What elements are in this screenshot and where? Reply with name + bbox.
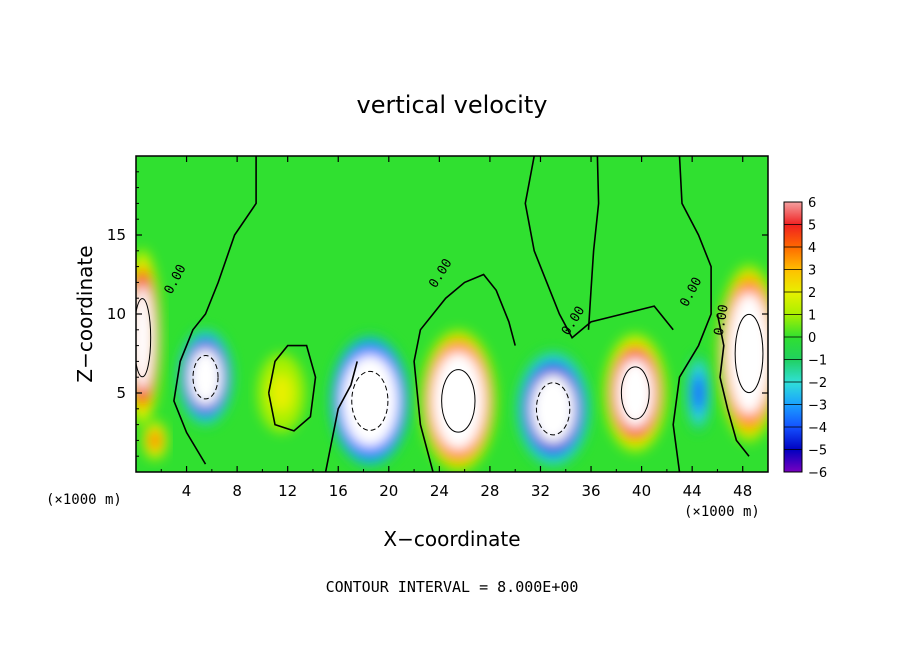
- y-tick-label: 5: [116, 384, 126, 402]
- x-tick-label: 48: [733, 482, 752, 500]
- negative-contour: [192, 354, 219, 400]
- updraft-cell-0: [136, 248, 162, 427]
- colorbar-segment: [784, 404, 802, 428]
- y-axis-label: Z−coordinate: [73, 245, 97, 382]
- colorbar-label: 0: [808, 331, 816, 346]
- colorbar-label: −6: [808, 466, 827, 481]
- colorbar-segment: [784, 449, 802, 473]
- field-level: [272, 377, 291, 409]
- colorbar-label: 4: [808, 241, 816, 256]
- field-level: [443, 373, 473, 429]
- updraft-cell-7: [603, 333, 667, 453]
- colorbar-label: −1: [808, 354, 827, 369]
- colorbar-label: −2: [808, 376, 827, 391]
- chart-title: vertical velocity: [357, 91, 548, 119]
- x-tick-label: 28: [480, 482, 499, 500]
- plot-area: 0.00 0.000.000.000.00 4 8 12 16 20 24 28 32 36 40 4…: [107, 155, 769, 500]
- colorbar-segment: [784, 247, 802, 270]
- downdraft-cell-6: [515, 349, 592, 469]
- contour-interval-footer: CONTOUR INTERVAL = 8.000E+00: [326, 578, 579, 596]
- x-tick-label: 20: [379, 482, 398, 500]
- colorbar-segment: [784, 202, 802, 225]
- field-level: [354, 375, 386, 427]
- updraft-cell-9: [717, 264, 768, 443]
- downdraft-cell-8: [685, 353, 712, 433]
- zero-contour-line: [413, 273, 516, 472]
- x-unit-left: (×1000 m): [46, 492, 122, 508]
- x-tick-label: 24: [430, 482, 449, 500]
- x-unit-right: (×1000 m): [684, 504, 760, 520]
- positive-contour: [734, 313, 764, 394]
- colorbar-label: 3: [808, 264, 816, 279]
- field-level: [693, 377, 704, 409]
- zero-contour-line: [324, 361, 358, 472]
- x-tick-label: 16: [329, 482, 348, 500]
- downdraft-cell-4: [328, 333, 411, 469]
- x-tick-label: 44: [683, 482, 702, 500]
- y-tick-label: 10: [107, 305, 126, 323]
- contour-label: 0.00: [712, 303, 732, 336]
- negative-contour: [351, 370, 389, 431]
- colorbar-label: 6: [808, 196, 816, 211]
- zero-contour-line: [716, 313, 750, 457]
- field-level: [623, 370, 648, 416]
- colorbar-label: 1: [808, 309, 816, 324]
- colorbar-segment: [784, 359, 802, 383]
- negative-contour: [535, 382, 571, 436]
- x-tick-label: 12: [278, 482, 297, 500]
- zero-contour-line: [267, 344, 317, 432]
- x-tick-label: 4: [182, 482, 192, 500]
- y-tick-label: 15: [107, 226, 126, 244]
- positive-contour: [441, 369, 476, 433]
- field-level: [136, 303, 150, 372]
- zero-contour-line: [587, 156, 600, 330]
- colorbar-segment: [784, 292, 802, 315]
- field-level: [736, 319, 762, 388]
- positive-contour: [620, 366, 650, 420]
- x-axis-label: X−coordinate: [383, 527, 520, 551]
- field-level: [150, 432, 160, 448]
- colorbar-segment: [784, 427, 802, 450]
- colorbar-label: 5: [808, 219, 816, 234]
- colorbar-segment: [784, 224, 802, 248]
- colorbar-label: 2: [808, 286, 816, 301]
- colorbar-label: −3: [808, 399, 827, 414]
- colorbar: 6 5 4 3 2 1 0 −1 −2 −3 −4 −5 −6: [783, 196, 827, 481]
- zero-contour-line: [173, 156, 257, 465]
- zero-contour-line: [524, 156, 674, 339]
- zero-contours: [136, 156, 764, 472]
- updraft-cell-3: [257, 353, 306, 433]
- field-level: [538, 386, 568, 432]
- colorbar-label: −5: [808, 444, 827, 459]
- colorbar-segment: [784, 337, 802, 360]
- x-tick-label: 36: [581, 482, 600, 500]
- field-level: [194, 358, 217, 397]
- colorbar-segment: [784, 269, 802, 293]
- zero-contour-line: [672, 156, 712, 472]
- colorbar-label: −4: [808, 421, 827, 436]
- updraft-cell-1: [142, 420, 168, 461]
- updraft-cell-5: [420, 329, 497, 472]
- downdraft-cell-2: [177, 327, 234, 427]
- velocity-field: [136, 248, 768, 472]
- x-tick-label: 8: [232, 482, 242, 500]
- colorbar-segment: [784, 314, 802, 338]
- colorbar-segment: [784, 382, 802, 405]
- x-tick-label: 32: [531, 482, 550, 500]
- x-axis: 4 8 12 16 20 24 28 32 36 40 44 48: [160, 156, 752, 500]
- y-axis: 5 10 15: [107, 171, 768, 457]
- positive-contour: [136, 298, 152, 378]
- x-tick-label: 40: [632, 482, 651, 500]
